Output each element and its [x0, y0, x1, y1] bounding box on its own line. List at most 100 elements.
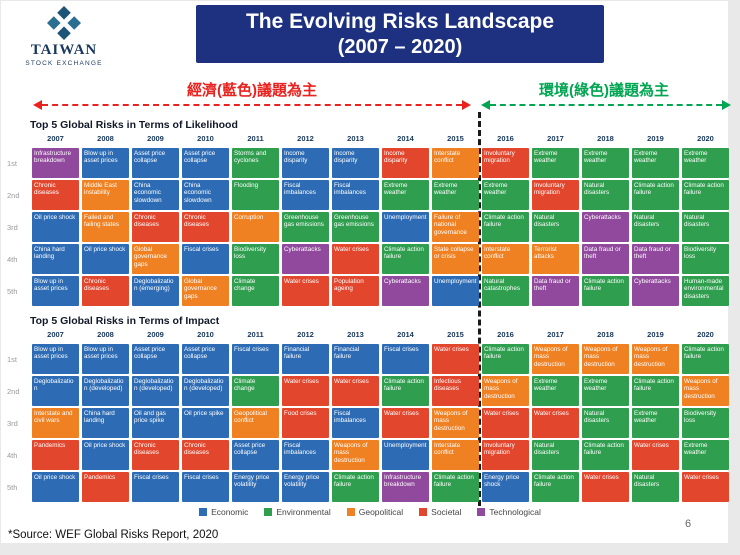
risk-cell-likelihood-2014-5th: Cyberattacks — [382, 276, 429, 306]
risk-cell-likelihood-2009-2nd: China economic slowdown — [132, 180, 179, 210]
year-header-impact-2017: 2017 — [547, 330, 564, 339]
risk-cell-likelihood-2010-4th: Fiscal crises — [182, 244, 229, 274]
risk-cell-likelihood-2012-2nd: Fiscal imbalances — [282, 180, 329, 210]
risk-cell-likelihood-2011-3rd: Corruption — [232, 212, 279, 242]
risk-cell-likelihood-2008-2nd: Middle East instability — [82, 180, 129, 210]
risk-cell-likelihood-2007-4th: China hard landing — [32, 244, 79, 274]
legend-swatch-economic — [199, 508, 208, 516]
risk-cell-likelihood-2010-5th: Global governance gaps — [182, 276, 229, 306]
risk-cell-likelihood-2012-1st: Income disparity — [282, 148, 329, 178]
risk-cell-impact-2016-4th: Involuntary migration — [482, 440, 529, 470]
impact-section-title: Top 5 Global Risks in Terms of Impact — [30, 315, 220, 327]
risk-cell-impact-2018-2nd: Extreme weather — [582, 376, 629, 406]
risk-cell-likelihood-2015-3rd: Failure of national governance — [432, 212, 479, 242]
legend-item-societal: Societal — [419, 507, 461, 517]
risk-cell-impact-2012-3rd: Food crises — [282, 408, 329, 438]
risk-cell-likelihood-2017-1st: Extreme weather — [532, 148, 579, 178]
risk-cell-likelihood-2019-4th: Data fraud or theft — [632, 244, 679, 274]
year-header-impact-2018: 2018 — [597, 330, 614, 339]
risk-cell-likelihood-2015-5th: Unemployment — [432, 276, 479, 306]
year-header-impact-2019: 2019 — [647, 330, 664, 339]
legend-label-technological: Technological — [489, 507, 541, 517]
risk-cell-impact-2014-5th: Infrastructure breakdown — [382, 472, 429, 502]
risk-cell-impact-2011-1st: Fiscal crises — [232, 344, 279, 374]
rank-label-impact-2nd: 2nd — [7, 386, 20, 396]
twse-logo-icon — [47, 6, 81, 40]
economic-era-dashed-arrow — [33, 100, 471, 110]
impact-grid: Blow up in asset prices Blow up in asset … — [32, 344, 729, 502]
era-divider-dashed-line — [478, 112, 481, 506]
risk-cell-likelihood-2012-5th: Water crises — [282, 276, 329, 306]
risk-cell-likelihood-2016-4th: Interstate conflict — [482, 244, 529, 274]
year-header-likelihood-2016: 2016 — [497, 134, 514, 143]
environmental-era-label: 環境(綠色)議題為主 — [539, 82, 669, 99]
year-header-likelihood-2019: 2019 — [647, 134, 664, 143]
legend-swatch-societal — [419, 508, 428, 516]
risk-cell-impact-2018-5th: Water crises — [582, 472, 629, 502]
year-header-likelihood-2008: 2008 — [97, 134, 114, 143]
risk-cell-impact-2015-4th: Interstate conflict — [432, 440, 479, 470]
risk-cell-likelihood-2017-5th: Data fraud or theft — [532, 276, 579, 306]
risk-cell-impact-2017-2nd: Extreme weather — [532, 376, 579, 406]
risk-cell-likelihood-2010-2nd: China economic slowdown — [182, 180, 229, 210]
economic-era-label: 經濟(藍色)議題為主 — [187, 82, 317, 99]
risk-cell-impact-2007-2nd: Deglobalization — [32, 376, 79, 406]
legend-label-environmental: Environmental — [276, 507, 331, 517]
year-header-likelihood-2011: 2011 — [247, 134, 264, 143]
risk-cell-impact-2019-2nd: Climate action failure — [632, 376, 679, 406]
risk-cell-likelihood-2012-3rd: Greenhouse gas emissions — [282, 212, 329, 242]
risk-cell-impact-2008-3rd: China hard landing — [82, 408, 129, 438]
risk-cell-impact-2020-2nd: Weapons of mass destruction — [682, 376, 729, 406]
rank-label-likelihood-3rd: 3rd — [7, 222, 18, 232]
risk-cell-impact-2007-1st: Blow up in asset prices — [32, 344, 79, 374]
risk-cell-impact-2020-4th: Extreme weather — [682, 440, 729, 470]
risk-cell-likelihood-2007-3rd: Oil price shock — [32, 212, 79, 242]
risk-cell-impact-2019-3rd: Extreme weather — [632, 408, 679, 438]
year-header-impact-2010: 2010 — [197, 330, 214, 339]
risk-cell-likelihood-2017-3rd: Natural disasters — [532, 212, 579, 242]
risk-cell-impact-2009-1st: Asset price collapse — [132, 344, 179, 374]
risk-cell-likelihood-2007-1st: Infrastructure breakdown — [32, 148, 79, 178]
year-header-likelihood-2020: 2020 — [697, 134, 714, 143]
risk-cell-likelihood-2019-1st: Extreme weather — [632, 148, 679, 178]
risk-cell-likelihood-2011-5th: Climate change — [232, 276, 279, 306]
risk-cell-impact-2007-5th: Oil price shock — [32, 472, 79, 502]
year-header-impact-2016: 2016 — [497, 330, 514, 339]
likelihood-year-header-row: 2007 2008 2009 2010 2011 2012 2013 2014 2015 2016… — [32, 134, 729, 143]
risk-cell-impact-2018-4th: Climate action failure — [582, 440, 629, 470]
risk-cell-impact-2017-1st: Weapons of mass destruction — [532, 344, 579, 374]
twse-logo: TAIWAN STOCK EXCHANGE — [12, 6, 116, 67]
legend-item-environmental: Environmental — [264, 507, 331, 517]
risk-cell-impact-2008-1st: Blow up in asset prices — [82, 344, 129, 374]
legend-swatch-environmental — [264, 508, 273, 516]
risk-cell-impact-2013-2nd: Water crises — [332, 376, 379, 406]
risk-cell-impact-2009-4th: Chronic diseases — [132, 440, 179, 470]
risk-cell-impact-2014-3rd: Water crises — [382, 408, 429, 438]
rank-label-impact-4th: 4th — [7, 450, 18, 460]
risk-cell-impact-2009-2nd: Deglobalization (developed) — [132, 376, 179, 406]
year-header-impact-2020: 2020 — [697, 330, 714, 339]
risk-cell-likelihood-2008-1st: Blow up in asset prices — [82, 148, 129, 178]
legend-label-societal: Societal — [431, 507, 462, 517]
year-header-likelihood-2015: 2015 — [447, 134, 464, 143]
risk-cell-impact-2008-5th: Pandemics — [82, 472, 129, 502]
risk-cell-likelihood-2015-1st: Interstate conflict — [432, 148, 479, 178]
environmental-era-dashed-arrow — [481, 100, 731, 110]
year-header-impact-2011: 2011 — [247, 330, 264, 339]
risk-cell-impact-2012-2nd: Water crises — [282, 376, 329, 406]
risk-cell-impact-2016-5th: Energy price shock — [482, 472, 529, 502]
year-header-impact-2012: 2012 — [297, 330, 314, 339]
risk-cell-likelihood-2016-1st: Involuntary migration — [482, 148, 529, 178]
risk-cell-likelihood-2014-2nd: Extreme weather — [382, 180, 429, 210]
risk-cell-impact-2010-4th: Chronic diseases — [182, 440, 229, 470]
risk-cell-likelihood-2015-4th: State collapse or crisis — [432, 244, 479, 274]
risk-cell-likelihood-2011-1st: Storms and cyclones — [232, 148, 279, 178]
risk-cell-impact-2019-5th: Natural disasters — [632, 472, 679, 502]
risk-cell-impact-2010-1st: Asset price collapse — [182, 344, 229, 374]
risk-cell-impact-2020-3rd: Biodiversity loss — [682, 408, 729, 438]
rank-label-likelihood-4th: 4th — [7, 254, 18, 264]
risk-cell-impact-2014-2nd: Climate action failure — [382, 376, 429, 406]
risk-cell-likelihood-2009-3rd: Chronic diseases — [132, 212, 179, 242]
risk-cell-impact-2012-4th: Fiscal imbalances — [282, 440, 329, 470]
